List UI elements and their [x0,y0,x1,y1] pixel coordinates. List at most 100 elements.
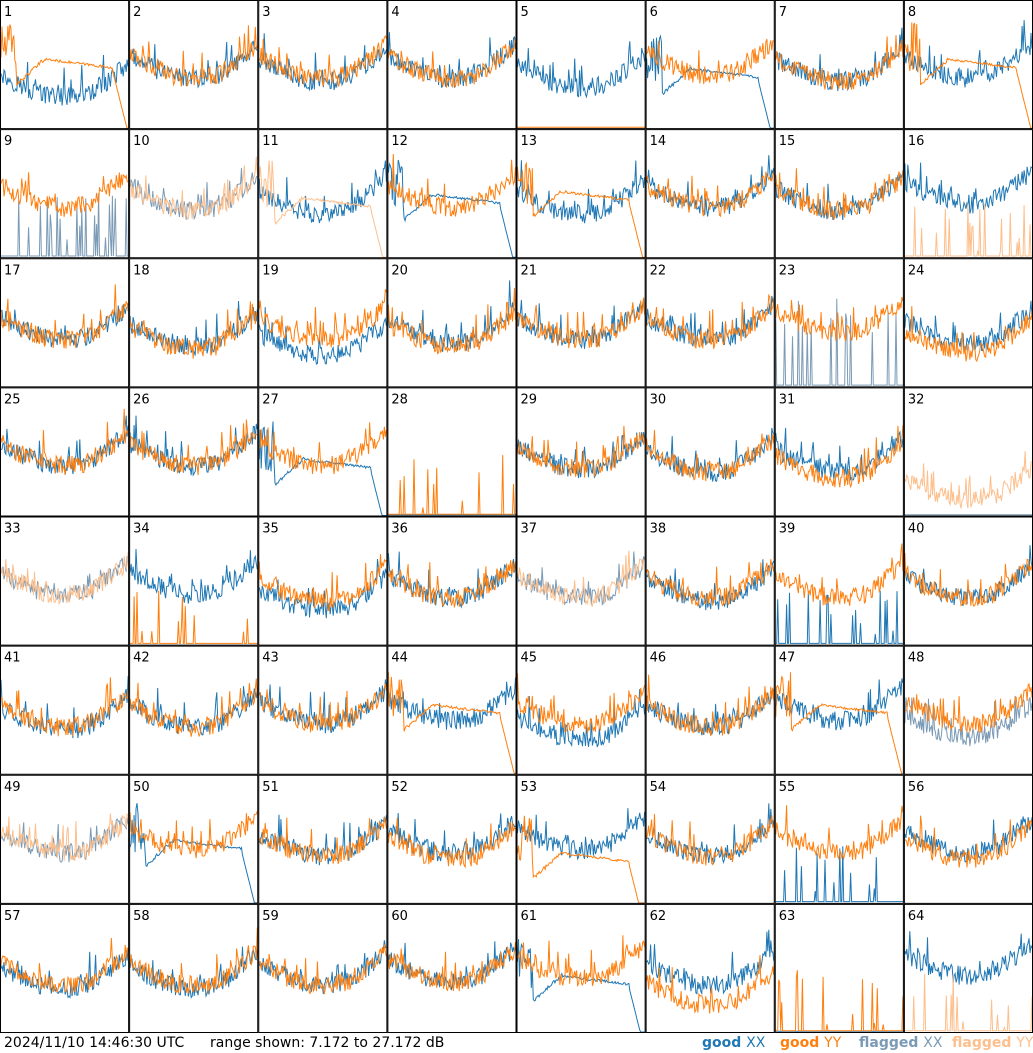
panel-13-label: 13 [521,134,538,149]
panel-4-yy-line [387,38,516,89]
panel-21: 21 [516,258,646,388]
panel-56-yy-line [904,815,1033,868]
panel-50-label: 50 [133,780,150,795]
panel-15-yy-line [775,168,904,221]
panel-6-label: 6 [650,5,658,20]
panel-40: 40 [903,516,1033,646]
panel-26-label: 26 [133,392,150,407]
panel-16-xx-line [904,162,1033,214]
panel-46-label: 46 [650,651,667,666]
panel-44: 44 [387,645,517,775]
panel-59-xx-line [258,940,387,995]
panel-36-frame [387,516,517,646]
panel-37-yy-line [517,550,645,607]
panel-62-frame [645,903,775,1033]
panel-51-yy-line [258,816,387,865]
panel-41-label: 41 [4,651,21,666]
panel-58-frame [129,903,259,1033]
panel-62: 62 [645,903,775,1033]
panel-59-frame [258,903,388,1033]
panel-54: 54 [645,774,775,904]
panel-57: 57 [0,903,130,1033]
panel-34-label: 34 [133,522,150,537]
panel-31: 31 [774,387,904,517]
panel-45-xx-line [517,689,646,748]
panel-35: 35 [258,516,388,646]
panel-41-frame [0,645,130,775]
panel-13-yy-line [517,161,645,258]
panel-24-yy-line [904,306,1033,363]
panel-41-yy-line [0,677,129,737]
panel-52-frame [387,774,517,904]
panel-42-yy-line [129,678,258,738]
panel-10-label: 10 [133,134,150,149]
panel-8-yy-line [904,22,1032,129]
panel-58-yy-line [129,927,258,994]
panel-63-frame [774,903,904,1033]
panel-36-yy-line [387,560,516,608]
panel-38-frame [645,516,775,646]
panel-19-xx-line [258,307,387,365]
panel-20-yy-line [387,287,516,355]
panel-25-label: 25 [4,392,21,407]
panel-46-yy-line [646,674,775,737]
panel-47-frame [774,645,904,775]
panel-27: 27 [258,387,388,517]
panel-31-yy-line [775,425,904,489]
panel-15: 15 [774,129,904,259]
panel-57-frame [0,903,130,1033]
panel-47-label: 47 [779,651,796,666]
legend-flagged-xx-label: flagged [859,1035,919,1051]
panel-31-xx-line [775,427,904,482]
panel-41: 41 [0,645,130,775]
panel-63-yy-line [775,970,904,1032]
panel-38-label: 38 [650,522,667,537]
panel-24: 24 [903,258,1033,388]
panel-47-xx-line [775,678,904,731]
panel-20-label: 20 [391,263,408,278]
panel-22-frame [645,258,775,388]
panel-64-xx-line [904,931,1033,985]
panel-43: 43 [258,645,388,775]
legend-good-yy-label: good [780,1035,820,1051]
panel-16: 16 [903,129,1033,259]
panel-1-xx-line [0,54,129,106]
panel-11-label: 11 [262,134,279,149]
panel-29-yy-line [517,425,646,478]
panel-12-xx-line [387,158,516,258]
panel-48: 48 [903,645,1033,775]
panel-28-frame [387,387,517,517]
panel-62-xx-line [646,929,775,996]
panel-13-frame [516,129,646,259]
panel-5: 5 [516,0,646,130]
footer: 2024/11/10 14:46:30 UTC range shown: 7.1… [0,1033,1033,1053]
panel-3-yy-line [258,35,387,88]
panel-31-frame [774,387,904,517]
panel-54-frame [645,774,775,904]
panel-11-xx-line [258,160,387,224]
panel-54-label: 54 [650,780,667,795]
panel-42-frame [129,645,259,775]
panel-37: 37 [516,516,646,646]
panel-54-yy-line [646,814,775,866]
panel-50: 50 [129,774,259,904]
panel-32: 32 [903,387,1033,517]
panel-7: 7 [774,0,904,130]
panel-54-xx-line [646,803,775,865]
panel-10: 10 [129,129,259,259]
panel-48-xx-line [904,695,1033,747]
panel-26-yy-line [129,419,258,476]
panel-61-label: 61 [521,909,538,924]
panel-9-xx-line [1,193,129,257]
panel-51-frame [258,774,388,904]
panel-17-label: 17 [4,263,21,278]
panel-46: 46 [645,645,775,775]
panel-53: 53 [516,774,646,904]
panel-11: 11 [258,129,388,259]
panel-1-yy-line [0,24,129,129]
panel-8-label: 8 [908,5,916,20]
panel-14-xx-line [646,155,775,217]
panel-23: 23 [774,258,904,388]
panel-33-label: 33 [4,522,21,537]
panel-39-xx-line [775,590,903,644]
